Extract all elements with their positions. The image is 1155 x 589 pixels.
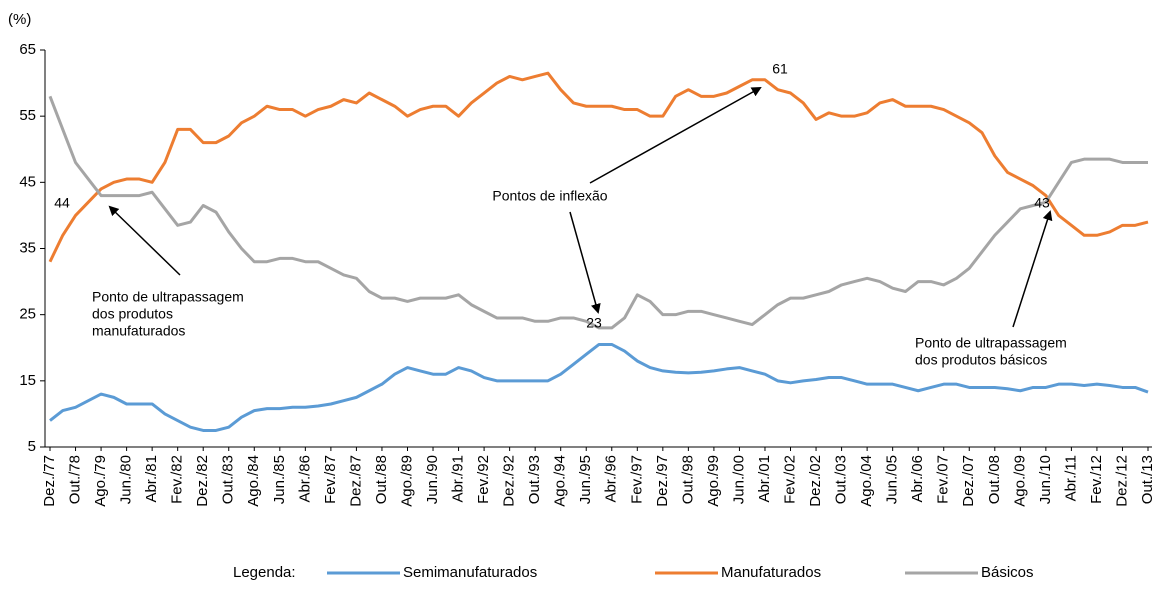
annotation: 44 [54,195,70,211]
x-tick-label: Fev./12 [1088,455,1105,504]
y-tick-label: 5 [28,438,36,455]
legend-label: Básicos [981,564,1034,581]
x-tick-label: Out./88 [373,455,390,504]
x-tick-label: Abr./11 [1062,455,1079,501]
x-tick-label: Jun./10 [1037,455,1054,504]
x-tick-label: Jun./85 [271,455,288,504]
x-tick-label: Abr./01 [756,455,773,503]
x-tick-label: Dez./97 [654,455,671,507]
x-tick-label: Out./78 [67,455,84,504]
x-tick-label: Dez./07 [960,455,977,507]
annotation: Ponto de ultrapassagem [92,289,244,305]
arrow [108,205,181,276]
annotation: 23 [586,315,602,331]
x-tick-label: Jun./90 [424,455,441,504]
x-tick-label: Ago./84 [245,455,262,507]
x-tick-label: Abr./81 [143,455,160,503]
x-tick-label: Dez./77 [41,455,58,507]
x-tick-label: Fev./87 [322,455,339,504]
arrow [589,87,762,184]
x-tick-label: Dez./02 [807,455,824,507]
x-tick-label: Dez./82 [194,455,211,507]
y-tick-label: 25 [19,306,36,323]
x-tick-label: Dez./92 [501,455,518,507]
x-tick-label: Abr./86 [296,455,313,503]
x-tick-label: Ago./09 [1011,455,1028,507]
x-tick-label: Out./13 [1139,455,1155,504]
x-tick-label: Fev./97 [628,455,645,504]
line-series [48,95,1148,330]
y-tick-label: 35 [19,239,36,256]
y-tick-label: 55 [19,107,36,124]
line-series [48,71,1149,263]
y-tick-label: 15 [19,372,36,389]
arrow [1012,210,1053,328]
x-tick-label: Abr./91 [450,455,467,503]
annotation: Pontos de inflexão [492,188,607,204]
x-tick-label: Jun./05 [884,455,901,504]
x-tick-label: Fev./02 [781,455,798,504]
x-tick-label: Out./08 [986,455,1003,504]
y-tick-label: 65 [19,41,36,58]
x-tick-label: Abr./96 [603,455,620,503]
legend-label: Semimanufaturados [403,564,537,581]
x-tick-label: Ago./94 [552,455,569,507]
x-tick-label: Ago./99 [705,455,722,507]
arrow [569,211,601,314]
arrows [108,87,1053,328]
x-tick-label: Fev./82 [169,455,186,504]
x-tick-label: Jun./80 [118,455,135,504]
annotation: Ponto de ultrapassagem [915,335,1067,351]
x-tick-label: Dez./87 [347,455,364,507]
x-tick-label: Fev./07 [935,455,952,504]
legend-label: Manufaturados [721,564,821,581]
annotation: manufaturados [92,323,185,339]
x-tick-label: Abr./06 [909,455,926,503]
x-tick-label: Out./98 [679,455,696,504]
x-tick-label: Jun./00 [730,455,747,504]
x-tick-label: Out./03 [833,455,850,504]
annotation: 43 [1034,195,1050,211]
x-tick-label: Out./93 [526,455,543,504]
y-tick-label: 45 [19,173,36,190]
x-tick-label: Out./83 [220,455,237,504]
line-series [49,342,1149,432]
x-tick-label: Ago./89 [398,455,415,507]
annotation: dos produtos básicos [915,352,1047,368]
x-tick-label: Ago./79 [92,455,109,507]
legend-title: Legenda: [233,564,296,581]
annotation: 61 [772,61,788,77]
x-tick-label: Fev./92 [475,455,492,504]
annotation: dos produtos [92,306,173,322]
x-tick-label: Dez./12 [1113,455,1130,507]
x-tick-label: Jun./95 [577,455,594,504]
y-unit: (%) [8,11,31,28]
x-tick-label: Ago./04 [858,455,875,507]
